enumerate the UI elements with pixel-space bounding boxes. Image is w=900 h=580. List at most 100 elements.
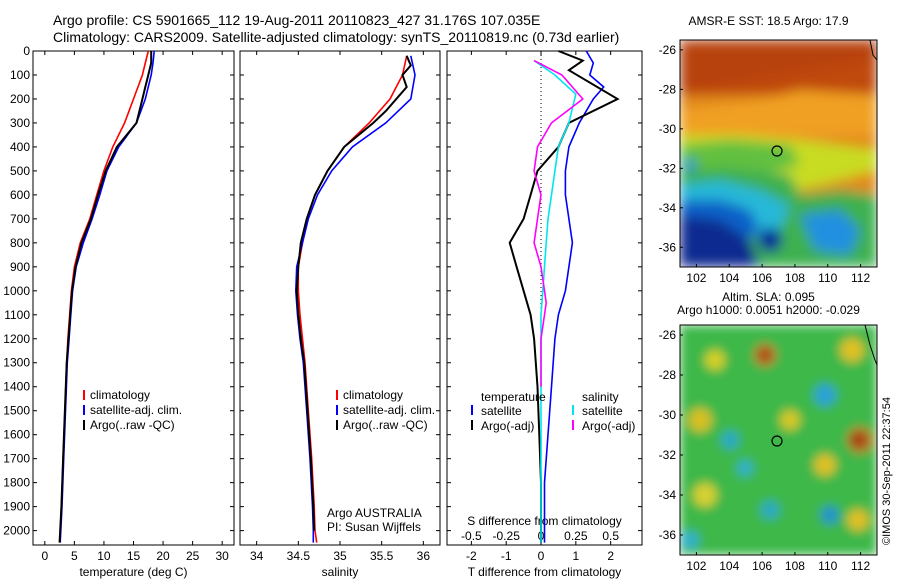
map-x-tick-label: 104 xyxy=(719,271,739,285)
y-tick-label: 500 xyxy=(10,164,30,178)
title-line-1: Argo profile: CS 5901665_112 19-Aug-2011… xyxy=(53,12,541,28)
y-tick-label: 1800 xyxy=(3,476,30,490)
x-tick-label: 0 xyxy=(538,549,545,563)
y-tick-label: 900 xyxy=(10,260,30,274)
map-x-tick-label: 102 xyxy=(686,559,706,573)
x-tick-label: 2 xyxy=(607,549,614,563)
map-title: AMSR-E SST: 18.5 Argo: 17.9 xyxy=(688,14,848,28)
x-axis-label: salinity xyxy=(322,565,359,579)
x-tick-label: 5 xyxy=(71,549,78,563)
map-x-tick-label: 112 xyxy=(851,271,870,285)
x-tick-label: 34 xyxy=(250,549,264,563)
map-title-line-1: Altim. SLA: 0.095 xyxy=(722,290,815,304)
x-tick-label: -1 xyxy=(501,549,512,563)
map-x-tick-label: 104 xyxy=(719,559,739,573)
y-tick-label: 1100 xyxy=(4,308,30,322)
map-y-tick-label: -26 xyxy=(659,43,677,57)
series-line-argo-raw-qc- xyxy=(295,55,412,531)
map-y-tick-label: -36 xyxy=(659,240,677,254)
map-x-tick-label: 112 xyxy=(851,559,870,573)
y-tick-label: 2000 xyxy=(3,524,30,538)
y-tick-label: 800 xyxy=(10,236,30,250)
x-tick-label: 20 xyxy=(156,549,170,563)
plot-frame-3 xyxy=(446,50,643,546)
map-y-tick-label: -34 xyxy=(659,488,677,502)
map-x-tick-label: 106 xyxy=(752,559,772,573)
top-tick-label: -0.5 xyxy=(461,529,482,543)
x-tick-label: -2 xyxy=(466,549,477,563)
map-y-tick-label: -30 xyxy=(659,408,677,422)
y-tick-label: 1700 xyxy=(3,452,30,466)
legend-label: satellite xyxy=(582,404,623,418)
x-tick-label: 35.5 xyxy=(370,549,394,563)
legend-salinity-title: salinity xyxy=(582,390,619,404)
y-tick-label: 100 xyxy=(10,68,30,82)
x-tick-label: 30 xyxy=(215,549,229,563)
x-tick-label: 1 xyxy=(572,549,579,563)
plot-frame-2 xyxy=(239,50,441,546)
legend-label: satellite-adj. clim. xyxy=(90,403,182,417)
x-tick-label: 10 xyxy=(97,549,111,563)
map-x-tick-label: 110 xyxy=(818,271,837,285)
top-tick-label: 0.5 xyxy=(602,529,619,543)
y-tick-label: 1000 xyxy=(3,284,30,298)
title-line-2: Climatology: CARS2009. Satellite-adjuste… xyxy=(53,29,620,45)
legend-label: climatology xyxy=(343,388,403,402)
legend-label: climatology xyxy=(90,388,150,402)
sla-map xyxy=(679,324,878,556)
map-y-tick-label: -34 xyxy=(659,201,677,215)
y-tick-label: 1600 xyxy=(3,428,30,442)
x-axis-label: T difference from climatology xyxy=(468,565,622,579)
legend-label: satellite-adj. clim. xyxy=(343,403,435,417)
x-tick-label: 15 xyxy=(127,549,141,563)
series-line-satellite-adj-clim- xyxy=(294,55,416,543)
series-line-temperature-satellite xyxy=(543,50,605,543)
argo-position-marker-sla xyxy=(771,435,783,447)
y-tick-label: 1900 xyxy=(3,500,30,514)
map-x-tick-label: 102 xyxy=(686,271,706,285)
legend-label: Argo(-adj) xyxy=(481,419,534,433)
series-line-climatology xyxy=(297,55,408,543)
map-y-tick-label: -26 xyxy=(659,328,677,342)
map-y-tick-label: -30 xyxy=(659,122,677,136)
top-tick-label: -0.25 xyxy=(493,529,521,543)
map-y-tick-label: -32 xyxy=(659,161,677,175)
legend-label: Argo(..raw -QC) xyxy=(343,418,428,432)
legend-temperature-title: temperature xyxy=(481,390,546,404)
map-y-tick-label: -32 xyxy=(659,448,677,462)
series-line-satellite-adj-clim- xyxy=(59,50,155,543)
y-tick-label: 1200 xyxy=(3,332,30,346)
x-tick-label: 25 xyxy=(186,549,200,563)
series-line-salinity-satellite xyxy=(533,59,577,543)
map-x-tick-label: 108 xyxy=(785,559,805,573)
argo-position-marker xyxy=(771,145,783,157)
y-tick-label: 700 xyxy=(10,212,30,226)
legend-label: Argo(..raw -QC) xyxy=(90,418,175,432)
series-line-temperature-argo-adj- xyxy=(508,50,620,543)
sst-map xyxy=(679,39,878,268)
top-tick-label: 0.25 xyxy=(564,529,588,543)
pi-annotation: PI: Susan Wijffels xyxy=(327,520,421,534)
series-line-argo-raw-qc- xyxy=(58,51,153,543)
y-tick-label: 400 xyxy=(10,140,30,154)
map-x-tick-label: 108 xyxy=(785,271,805,285)
map-y-tick-label: -28 xyxy=(659,368,677,382)
x-tick-label: 36 xyxy=(417,549,431,563)
map-title-line-2: Argo h1000: 0.0051 h2000: -0.029 xyxy=(677,303,860,317)
y-tick-label: 1400 xyxy=(3,380,30,394)
map-y-tick-label: -36 xyxy=(659,528,677,542)
series-line-salinity-argo-adj- xyxy=(533,59,584,387)
y-tick-label: 600 xyxy=(10,188,30,202)
x-tick-label: 34.5 xyxy=(287,549,311,563)
map-x-tick-label: 106 xyxy=(752,271,772,285)
timestamp-stamp: ©IMOS 30-Sep-2011 22:37:54 xyxy=(881,397,893,545)
legend-label: Argo(-adj) xyxy=(582,419,635,433)
x-tick-label: 35 xyxy=(333,549,347,563)
map-y-tick-label: -28 xyxy=(659,82,677,96)
y-tick-label: 300 xyxy=(10,116,30,130)
y-tick-label: 200 xyxy=(10,92,30,106)
float-annotation: Argo AUSTRALIA xyxy=(327,506,422,520)
y-tick-label: 0 xyxy=(23,44,30,58)
map-x-tick-label: 110 xyxy=(818,559,837,573)
